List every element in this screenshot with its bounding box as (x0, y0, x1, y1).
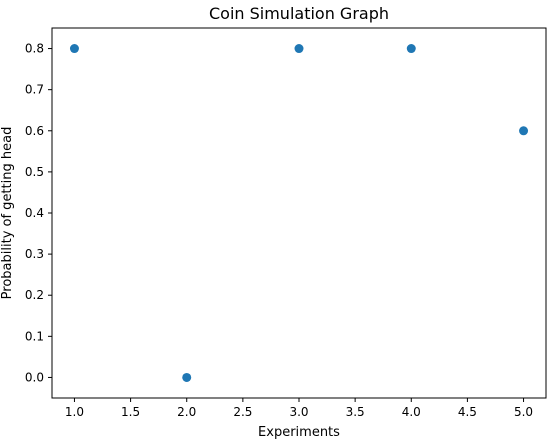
y-axis-ticks: 0.0 0.1 0.2 0.3 0.4 0.5 0.6 0.7 0.8 (25, 42, 52, 384)
x-tick-label: 1.0 (65, 405, 84, 419)
y-axis-label: Probability of getting head (0, 127, 15, 300)
y-tick-label: 0.7 (25, 83, 44, 97)
y-tick-label: 0.6 (25, 124, 44, 138)
data-point (182, 372, 192, 382)
x-tick-label: 1.5 (121, 405, 140, 419)
data-point (69, 44, 79, 54)
data-point (519, 126, 529, 136)
x-tick-label: 2.5 (233, 405, 252, 419)
y-tick-label: 0.5 (25, 165, 44, 179)
x-tick-label: 4.0 (402, 405, 421, 419)
plot-frame (51, 27, 547, 399)
data-points (69, 44, 529, 382)
chart-title: Coin Simulation Graph (209, 4, 389, 23)
x-axis-ticks: 1.0 1.5 2.0 2.5 3.0 3.5 4.0 4.5 5.0 (65, 398, 533, 419)
x-tick-label: 4.5 (458, 405, 477, 419)
data-point (406, 44, 416, 54)
x-axis-label: Experiments (258, 425, 340, 439)
y-tick-label: 0.2 (25, 288, 44, 302)
y-tick-label: 0.0 (25, 370, 44, 384)
x-tick-label: 5.0 (514, 405, 533, 419)
x-tick-label: 2.0 (177, 405, 196, 419)
x-tick-label: 3.0 (289, 405, 308, 419)
y-tick-label: 0.8 (25, 42, 44, 56)
y-tick-label: 0.1 (25, 329, 44, 343)
y-tick-label: 0.4 (25, 206, 44, 220)
data-point (294, 44, 304, 54)
y-tick-label: 0.3 (25, 247, 44, 261)
x-tick-label: 3.5 (346, 405, 365, 419)
